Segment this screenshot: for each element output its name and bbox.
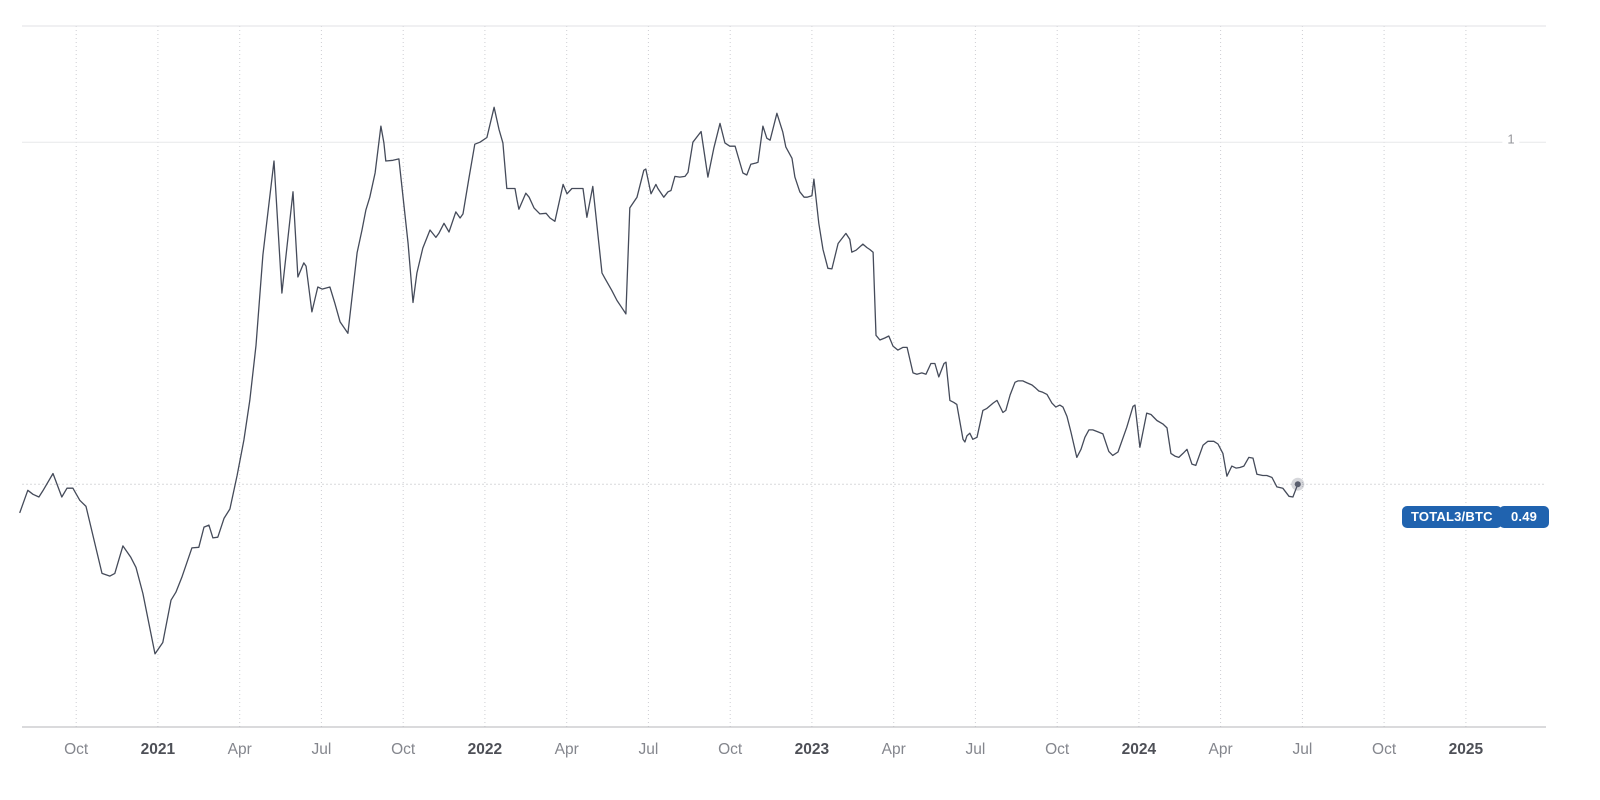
x-axis-tick-label: Apr — [1209, 741, 1233, 758]
y-axis-tick-label: 1 — [1502, 131, 1520, 147]
x-axis-tick-label: 2023 — [795, 741, 830, 758]
x-axis-tick-label: 2022 — [468, 741, 502, 758]
x-axis-tick-label: Jul — [311, 741, 331, 758]
x-axis-tick-label: Apr — [228, 741, 252, 758]
price-badge[interactable]: 0.49 — [1499, 506, 1550, 528]
x-axis-tick-label: 2025 — [1449, 741, 1484, 758]
x-axis-tick-label: 2021 — [141, 741, 176, 758]
price-line-series — [19, 106, 1299, 655]
x-axis-tick-label: Apr — [882, 741, 906, 758]
x-axis-tick-label: Apr — [555, 741, 579, 758]
x-axis-tick-label: Oct — [1372, 741, 1397, 758]
x-axis-tick-label: Jul — [965, 741, 985, 758]
x-axis-tick-label: Oct — [718, 741, 743, 758]
x-axis-tick-label: Oct — [64, 741, 89, 758]
x-axis-tick-label: Jul — [1292, 741, 1312, 758]
x-axis-tick-label: Jul — [638, 741, 658, 758]
last-price-marker — [1294, 481, 1301, 488]
x-axis-tick-label: 2024 — [1122, 741, 1157, 758]
x-axis-tick-label: Oct — [1045, 741, 1070, 758]
symbol-badge[interactable]: TOTAL3/BTC — [1402, 506, 1502, 528]
x-axis-tick-label: Oct — [391, 741, 416, 758]
